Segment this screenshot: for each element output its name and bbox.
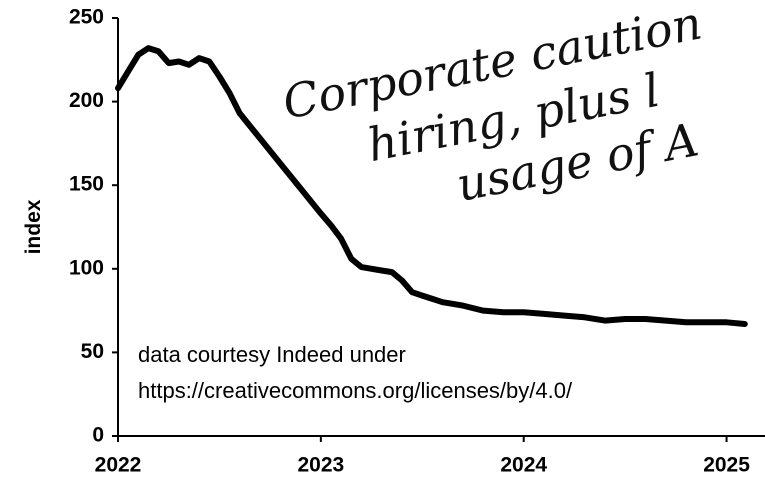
x-tick-label: 2022 — [95, 454, 142, 477]
y-tick-label: 200 — [69, 89, 104, 112]
annotation: https://creativecommons.org/licenses/by/… — [138, 378, 573, 403]
annotation: data courtesy Indeed under — [138, 342, 406, 367]
y-axis-label: index — [22, 199, 45, 254]
x-tick-label: 2024 — [500, 454, 547, 477]
x-tick-label: 2025 — [703, 454, 750, 477]
y-tick-label: 100 — [69, 256, 104, 279]
y-tick-label: 0 — [92, 424, 104, 447]
y-tick-label: 250 — [69, 6, 104, 29]
data-line — [115, 45, 748, 327]
y-tick-label: 150 — [69, 173, 104, 196]
x-tick-label: 2023 — [297, 454, 344, 477]
handwritten-note: Corporate caution hiring, plus l usage o… — [278, 0, 706, 212]
y-tick-label: 50 — [81, 340, 104, 363]
